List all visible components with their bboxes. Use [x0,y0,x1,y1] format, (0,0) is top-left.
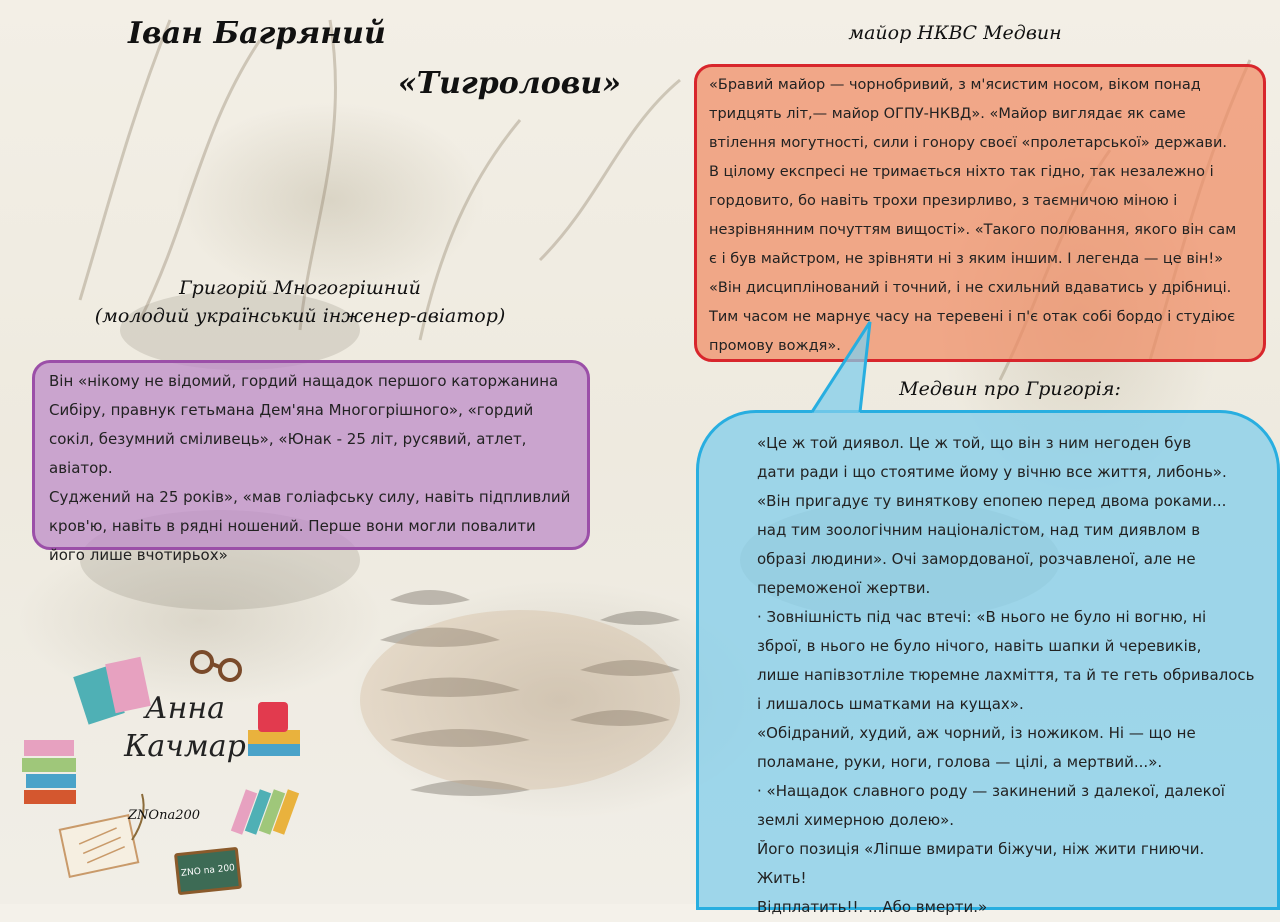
major-line: промову вождя». [709,338,841,354]
chalkboard-sign-icon: ZNO na 200 [173,846,243,896]
major-line: В цілому експресі не тримається ніхто та… [709,164,1214,180]
medvyn-line: «Він пригадує ту виняткову епопею перед … [757,492,1227,510]
major-line: Тим часом не марнує часу на теревені і п… [709,309,1236,325]
medvyn-line: переможеної жертви. [757,579,931,597]
medvyn-line: дати ради і що стоятиме йому у вічню все… [757,463,1227,481]
medvyn-line: Відплатить!!. ...Або вмерти.» [757,898,988,916]
grigoriy-line: кров'ю, навіть в рядні ношений. Перше во… [49,517,536,535]
major-quote-box: «Бравий майор — чорнобривий, з м'ясистим… [694,64,1266,362]
grigoriy-name: Григорій Многогрішний [179,277,421,299]
signature-first-name: Анна [144,691,226,726]
major-line: незрівнянним почуттям вищості». «Такого … [709,222,1237,238]
medvyn-line: поламане, руки, ноги, голова — цілі, а м… [757,753,1163,771]
medvyn-line: · «Нащадок славного роду — закинений з д… [757,782,1225,800]
mug-icon [248,702,300,756]
grigoriy-heading: Григорій Многогрішний (молодий українськ… [90,274,510,330]
medvyn-line: образі людини». Очі замордованої, розчав… [757,550,1196,568]
author-signature: Анна Качмар [110,690,260,766]
leaf-icon [131,793,145,841]
grigoriy-quote-box: Він «нікому не відомий, гордий нащадок п… [32,360,590,564]
grigoriy-line: Суджений на 25 років», «мав голіафську с… [49,488,571,506]
major-line: є і був майстром, не зрівняти ні з яким … [709,251,1224,267]
major-line: «Бравий майор — чорнобривий, з м'ясистим… [709,77,1201,93]
medvyn-line: · Зовнішність під час втечі: «В нього не… [757,608,1207,626]
medvyn-line: лише напівзотліле тюремне лахміття, та й… [757,666,1255,684]
book-stack-icon [73,656,151,725]
major-line: гордовито, бо навіть трохи презирливо, з… [709,193,1178,209]
medvyn-line: Його позиція «Ліпше вмирати біжучи, ніж … [757,840,1205,887]
grigoriy-role: (молодий український інженер-авіатор) [94,305,506,327]
medvyn-line: землі химерною долею». [757,811,955,829]
work-title: «Тигролови» [398,66,621,101]
grigoriy-line: Сибіру, правнук гетьмана Дем'яна Многогр… [49,401,534,419]
major-line: тридцять літ,— майор ОГПУ-НКВД». «Майор … [709,106,1186,122]
major-heading: майор НКВС Медвин [848,22,1062,44]
book-stack-left-icon [22,740,76,804]
major-line: втілення могутності, сили і гонору своєї… [709,135,1228,151]
medvyn-line: «Обідраний, худий, аж чорний, із ножиком… [757,724,1196,742]
grigoriy-line: його лише вчотирьох» [49,546,228,564]
books-right-icon [230,789,300,835]
signature-last-name: Качмар [124,729,246,764]
open-notebook-icon [58,814,140,878]
glasses-icon [190,650,242,682]
medvyn-line: над тим зоологічним націоналістом, над т… [757,521,1201,539]
medvyn-about-quote-box: «Це ж той диявол. Це ж той, що він з ним… [696,410,1280,916]
medvyn-line: зброї, в нього не було нічого, навіть ша… [757,637,1202,655]
medvyn-line: і лишалось шматками на кущах». [757,695,1024,713]
medvyn-line: «Це ж той диявол. Це ж той, що він з ним… [757,434,1192,452]
books-decoration [22,650,300,878]
major-line: «Він дисциплінований і точний, і не схил… [709,280,1232,296]
medvyn-about-heading: Медвин про Григорія: [899,378,1121,400]
brand-label: ZNOna200 [128,808,201,823]
author-name: Іван Багряний [128,16,386,51]
grigoriy-line: Він «нікому не відомий, гордий нащадок п… [49,372,559,390]
grigoriy-line: сокіл, безумний сміливець», «Юнак - 25 л… [49,430,527,477]
